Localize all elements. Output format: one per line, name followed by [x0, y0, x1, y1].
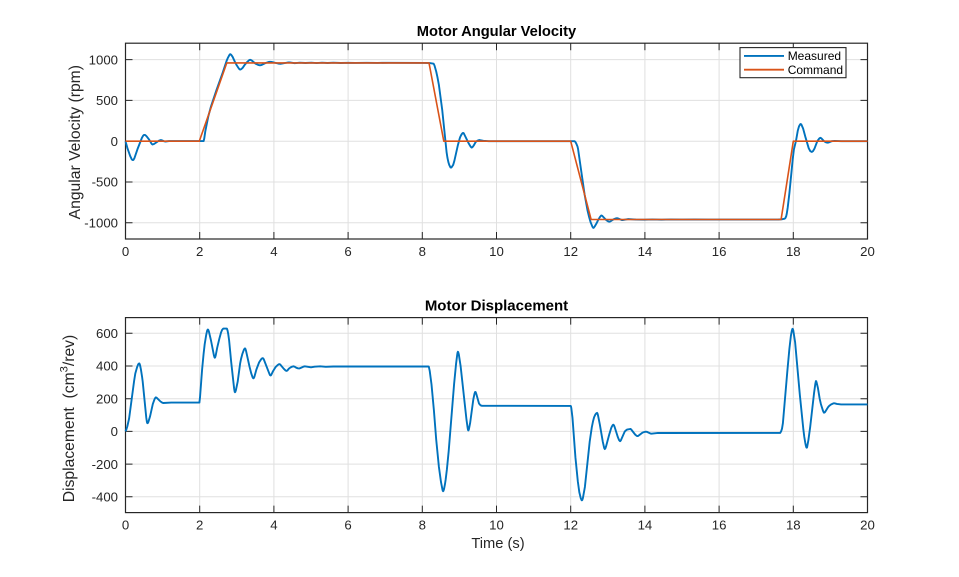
svg-text:Displacement (cm3/rev): Displacement (cm3/rev)	[58, 335, 77, 503]
svg-text:500: 500	[96, 93, 118, 108]
svg-text:Angular Velocity (rpm): Angular Velocity (rpm)	[67, 65, 84, 219]
svg-text:18: 18	[786, 518, 801, 533]
svg-text:14: 14	[638, 244, 653, 259]
svg-text:Command: Command	[788, 63, 843, 77]
svg-text:6: 6	[344, 518, 351, 533]
svg-text:4: 4	[270, 244, 277, 259]
svg-text:12: 12	[563, 244, 578, 259]
svg-text:8: 8	[419, 244, 426, 259]
svg-text:18: 18	[786, 244, 801, 259]
svg-text:20: 20	[860, 518, 875, 533]
svg-text:-1000: -1000	[84, 216, 118, 231]
svg-text:20: 20	[860, 244, 875, 259]
svg-text:200: 200	[96, 391, 118, 406]
svg-text:0: 0	[111, 134, 118, 149]
svg-text:16: 16	[712, 518, 727, 533]
svg-text:Time (s): Time (s)	[471, 536, 524, 552]
svg-text:0: 0	[111, 424, 118, 439]
svg-text:Measured: Measured	[788, 49, 841, 63]
svg-text:2: 2	[196, 518, 203, 533]
svg-text:600: 600	[96, 326, 118, 341]
svg-text:-400: -400	[92, 490, 118, 505]
svg-text:4: 4	[270, 518, 277, 533]
svg-text:1000: 1000	[89, 52, 118, 67]
svg-text:400: 400	[96, 359, 118, 374]
svg-text:Motor Displacement: Motor Displacement	[425, 298, 568, 315]
svg-text:2: 2	[196, 244, 203, 259]
svg-text:16: 16	[712, 244, 727, 259]
svg-text:14: 14	[638, 518, 653, 533]
svg-text:12: 12	[563, 518, 578, 533]
svg-text:6: 6	[344, 244, 351, 259]
svg-text:Motor Angular Velocity: Motor Angular Velocity	[417, 24, 577, 40]
svg-text:10: 10	[489, 244, 504, 259]
svg-text:-500: -500	[92, 175, 118, 190]
svg-text:0: 0	[122, 244, 129, 259]
svg-text:0: 0	[122, 518, 129, 533]
svg-text:-200: -200	[92, 457, 118, 472]
svg-text:10: 10	[489, 518, 504, 533]
svg-text:8: 8	[419, 518, 426, 533]
